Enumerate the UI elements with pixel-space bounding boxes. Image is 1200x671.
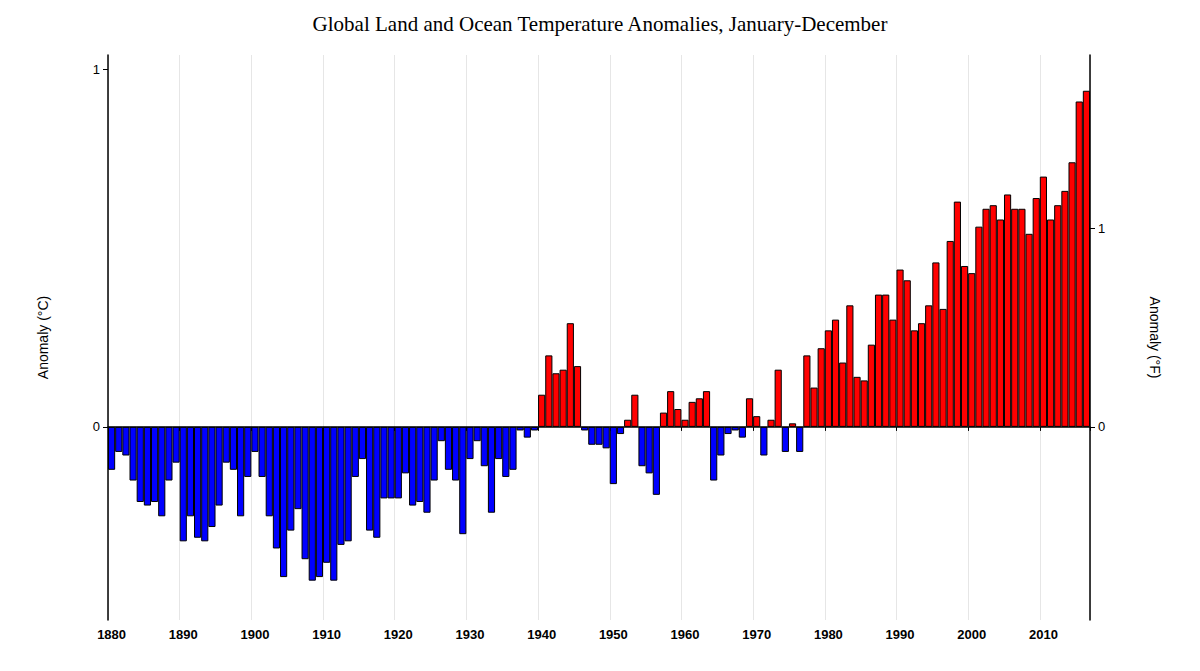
svg-text:0: 0 xyxy=(1098,419,1105,434)
svg-text:1940: 1940 xyxy=(527,627,556,642)
svg-text:2000: 2000 xyxy=(957,627,986,642)
svg-text:Anomaly (°C): Anomaly (°C) xyxy=(35,296,51,379)
svg-text:0: 0 xyxy=(93,419,100,434)
svg-text:1970: 1970 xyxy=(742,627,771,642)
svg-text:1930: 1930 xyxy=(456,627,485,642)
svg-text:Anomaly (°F): Anomaly (°F) xyxy=(1147,297,1163,379)
svg-text:1890: 1890 xyxy=(169,627,198,642)
svg-text:1900: 1900 xyxy=(240,627,269,642)
svg-text:1980: 1980 xyxy=(814,627,843,642)
svg-text:1: 1 xyxy=(1098,221,1105,236)
svg-text:1960: 1960 xyxy=(671,627,700,642)
svg-text:1910: 1910 xyxy=(312,627,341,642)
svg-text:1920: 1920 xyxy=(384,627,413,642)
svg-text:1990: 1990 xyxy=(886,627,915,642)
svg-text:1: 1 xyxy=(93,62,100,77)
svg-text:Global Land and Ocean Temperat: Global Land and Ocean Temperature Anomal… xyxy=(313,12,888,36)
svg-text:1950: 1950 xyxy=(599,627,628,642)
svg-text:2010: 2010 xyxy=(1029,627,1058,642)
svg-text:1880: 1880 xyxy=(97,627,126,642)
